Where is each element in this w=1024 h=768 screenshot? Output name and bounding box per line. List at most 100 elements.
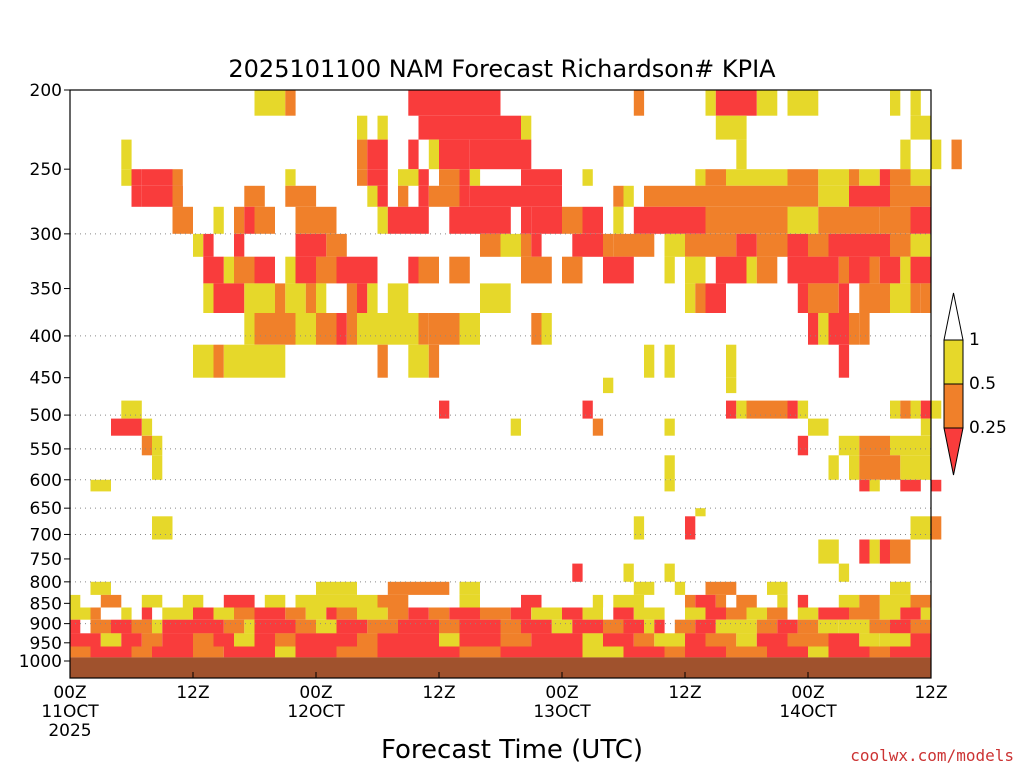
ri-cell (531, 633, 583, 647)
y-tick-label: 700 (30, 525, 62, 545)
ri-cell (234, 256, 255, 284)
ri-cell (254, 633, 275, 647)
ri-cell (797, 283, 809, 313)
ri-cell (582, 633, 603, 647)
ri-cell (818, 313, 829, 345)
ri-cell (295, 233, 327, 257)
ri-cell (613, 594, 645, 608)
ri-cell (264, 594, 286, 608)
ri-cell (162, 633, 194, 647)
ri-cell (521, 256, 552, 284)
ri-cell (808, 233, 829, 257)
ri-cell (859, 455, 901, 480)
ri-cell (787, 206, 819, 234)
ri-cell (644, 185, 685, 207)
ri-cell (213, 633, 234, 647)
ri-cell (398, 185, 409, 207)
ri-cell (869, 619, 890, 634)
ri-cell (664, 563, 675, 582)
ri-cell (428, 139, 440, 170)
ri-cell (90, 619, 111, 634)
x-tick-label: 11OCT (41, 702, 99, 722)
ri-cell (633, 206, 665, 234)
ri-cell (223, 646, 276, 658)
ri-cell (285, 185, 317, 207)
ri-cell (695, 508, 706, 517)
x-tick-label: 13OCT (533, 702, 591, 722)
ri-cell (357, 607, 388, 620)
ri-cell (705, 185, 726, 207)
ri-cell (818, 169, 850, 186)
ri-cell (592, 418, 604, 436)
ri-cell (685, 256, 706, 284)
ri-cell (736, 633, 757, 647)
ri-cell (910, 90, 921, 116)
ri-cell (111, 619, 132, 634)
ri-cell (818, 607, 850, 620)
ri-cell (920, 283, 932, 313)
ri-cell (695, 594, 716, 608)
ri-cell (767, 581, 788, 595)
pressure-gridlines (70, 233, 931, 625)
ri-cell (797, 400, 809, 419)
ri-cell (674, 581, 686, 595)
ri-cell (131, 646, 152, 658)
ri-cell (244, 619, 255, 634)
ri-cell (910, 516, 931, 540)
ri-cell (500, 233, 521, 257)
ri-cell (459, 633, 501, 647)
ri-cell (439, 619, 460, 634)
ri-cell (234, 607, 255, 620)
ri-cell (336, 313, 347, 345)
ri-cell (910, 435, 931, 456)
ri-cell (828, 633, 860, 647)
ri-cell (234, 233, 245, 257)
ri-cell (726, 619, 757, 634)
ri-cell (756, 633, 788, 647)
ri-cell (357, 283, 368, 313)
ri-cell (869, 479, 880, 492)
ri-cell (439, 400, 450, 419)
y-axis-ticks: 200 250 300 350 400 450 500 550 600 650 700 750 8008… (19, 81, 70, 672)
y-tick-label: 800 (30, 573, 62, 593)
ground-fill (70, 657, 931, 678)
ri-cell (603, 619, 624, 634)
colorbar-label: 1 (969, 330, 980, 350)
ri-cell (254, 619, 296, 634)
ri-cell (418, 90, 501, 116)
ri-cell (644, 619, 655, 634)
ri-cell (705, 581, 737, 595)
ri-cell (141, 633, 163, 647)
ri-cell (316, 594, 337, 608)
ri-cell (152, 619, 163, 634)
ri-cell (111, 418, 142, 436)
ri-cell (705, 233, 737, 257)
ri-cell (787, 633, 829, 647)
colorbar-segment (943, 339, 964, 385)
ri-cell (838, 283, 850, 313)
ri-cell (828, 646, 870, 658)
ri-cell (70, 594, 81, 608)
colorbar-label: 0.25 (969, 418, 1007, 438)
ri-cell (633, 90, 645, 116)
ri-cell (572, 619, 604, 634)
ri-cell (100, 594, 122, 608)
ri-cell (818, 206, 850, 234)
ri-cell (141, 435, 153, 456)
ri-cell (787, 169, 819, 186)
ri-cell (377, 344, 388, 378)
ri-cell (859, 283, 891, 313)
ri-cell (182, 594, 204, 608)
ri-cell (726, 344, 737, 378)
ri-cell (305, 607, 327, 620)
ri-cell (910, 115, 931, 140)
ri-cell (203, 256, 224, 284)
ri-cell (623, 233, 644, 257)
ri-cell (193, 633, 214, 647)
ri-cell (254, 90, 286, 116)
ri-cell (613, 206, 624, 234)
y-tick-label: 200 (30, 81, 62, 101)
ri-cell (193, 646, 224, 658)
y-tick-label: 450 (30, 369, 62, 389)
ri-cell (90, 607, 101, 620)
